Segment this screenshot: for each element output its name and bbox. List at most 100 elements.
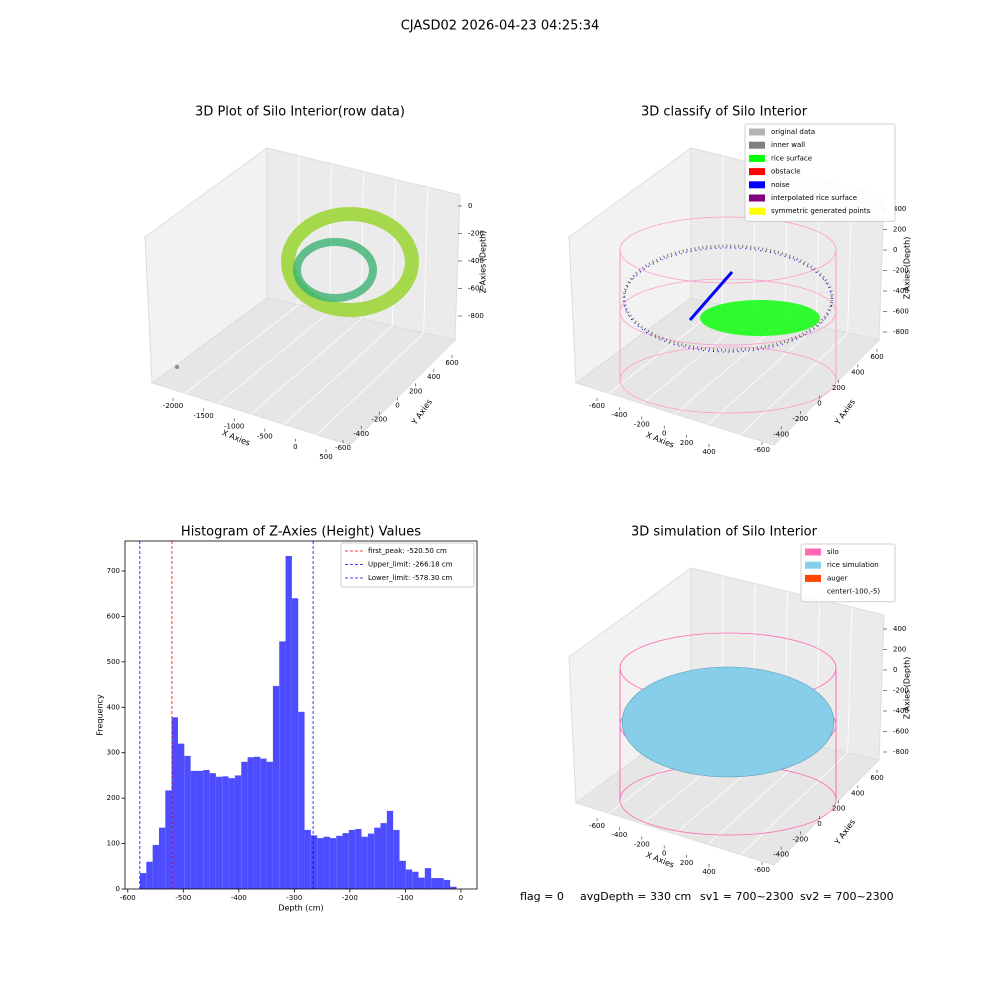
z-tick-label: -200 <box>468 230 484 238</box>
legend-label: Upper_limit: -266.18 cm <box>368 561 453 569</box>
x-tick-label: -200 <box>342 894 358 902</box>
bar <box>228 778 235 889</box>
bar <box>431 878 438 889</box>
x-tick-label: 400 <box>702 868 715 876</box>
y-tick-label: 400 <box>107 703 120 711</box>
z-axis-label: Z Axies (Depth) <box>903 237 912 300</box>
bar <box>241 761 248 889</box>
legend-label: Lower_limit: -578.30 cm <box>368 574 453 582</box>
bar <box>323 836 330 889</box>
x-tick-label: 0 <box>459 894 463 902</box>
z-tick-label: -600 <box>468 285 484 293</box>
bar <box>342 833 349 889</box>
x-axis-label: Depth (cm) <box>278 904 323 913</box>
pane-grid <box>707 325 817 425</box>
bar <box>146 861 153 889</box>
legend-label: rice simulation <box>827 561 879 569</box>
y-tick-label: 100 <box>107 840 120 848</box>
legend-label: symmetric generated points <box>771 207 871 215</box>
cloud <box>281 207 419 317</box>
x-tick-label: -500 <box>257 433 273 441</box>
x-tick-label: -600 <box>589 402 605 410</box>
y-tick-label: 500 <box>107 658 120 666</box>
wall-points <box>622 244 834 352</box>
y-tick-label: 0 <box>395 402 399 410</box>
y-tick-label: -200 <box>792 415 808 423</box>
y-tick-label: 700 <box>107 567 120 575</box>
cloud <box>293 238 377 302</box>
legend-label: rice surface <box>771 154 812 162</box>
legend-label: interpolated rice surface <box>771 194 857 202</box>
x-tick-label: 200 <box>680 859 693 867</box>
bar <box>405 869 413 889</box>
bar <box>285 555 292 889</box>
x-tick-label: -600 <box>120 894 136 902</box>
bar <box>450 886 457 889</box>
z-tick-label: -200 <box>893 687 909 695</box>
y-tick-label: -400 <box>773 431 789 439</box>
z-tick-label: -800 <box>893 748 909 756</box>
y-tick-label: 200 <box>832 805 845 813</box>
legend-box <box>800 543 896 603</box>
y-tick-label: -400 <box>353 430 369 438</box>
x-tick-label: -300 <box>286 894 302 902</box>
legend-label: original data <box>771 128 815 136</box>
bar <box>393 829 400 889</box>
bar <box>177 743 185 889</box>
x-tick-label: -200 <box>634 420 650 428</box>
legend-label: obstacle <box>771 168 801 176</box>
bar <box>196 770 204 889</box>
plot-frame <box>124 540 478 890</box>
y-tick-label: 200 <box>107 794 120 802</box>
status-text: avgDepth = 330 cm <box>580 890 691 903</box>
legend-label: silo <box>827 548 839 556</box>
x-tick-label: 200 <box>680 439 693 447</box>
y-tick-label: -200 <box>371 416 387 424</box>
z-tick-label: -200 <box>893 267 909 275</box>
x-tick-label: 400 <box>702 448 715 456</box>
z-tick-label: -400 <box>468 257 484 265</box>
x-tick-label: -200 <box>634 840 650 848</box>
x-tick-label: -500 <box>175 894 191 902</box>
subplot-title: Histogram of Z-Axies (Height) Values <box>181 525 421 540</box>
bar <box>386 810 394 889</box>
bar <box>152 844 159 889</box>
y-tick-label: 600 <box>445 359 458 367</box>
legend-box <box>744 123 896 222</box>
y-tick-label: -600 <box>754 866 770 874</box>
bar <box>336 835 343 889</box>
z-tick-label: 0 <box>893 246 897 254</box>
pane-grid <box>184 304 299 394</box>
pane-grid <box>250 318 362 415</box>
x-tick-label: 0 <box>662 430 666 438</box>
bar <box>374 827 381 889</box>
pane-grid <box>423 187 429 334</box>
bar <box>247 757 254 889</box>
y-tick-label: 0 <box>817 400 821 408</box>
z-tick-label: 400 <box>893 205 906 213</box>
bar <box>355 829 362 889</box>
x-tick-label: -400 <box>611 411 627 419</box>
bar <box>437 878 444 889</box>
axes-3d <box>568 567 885 866</box>
x-tick-label: -2000 <box>163 402 183 410</box>
subplot-title: 3D Plot of Silo Interior(row data) <box>195 105 405 120</box>
z-tick-label: -400 <box>893 707 909 715</box>
pane-grid <box>847 607 853 754</box>
bar <box>329 838 337 889</box>
pane-grid <box>721 155 724 306</box>
subplot-title: 3D simulation of Silo Interior <box>631 525 818 540</box>
y-tick-label: 400 <box>427 373 440 381</box>
rice-surface <box>621 666 835 778</box>
bar <box>291 598 299 889</box>
y-tick-label: -600 <box>335 444 351 452</box>
x-tick-label: -100 <box>397 894 413 902</box>
x-tick-label: -1000 <box>224 422 244 430</box>
z-tick-label: 0 <box>468 202 472 210</box>
x-tick-label: -400 <box>231 894 247 902</box>
y-tick-label: 300 <box>107 749 120 757</box>
bar <box>298 711 305 889</box>
z-tick-label: 200 <box>893 226 906 234</box>
bar <box>209 773 216 889</box>
